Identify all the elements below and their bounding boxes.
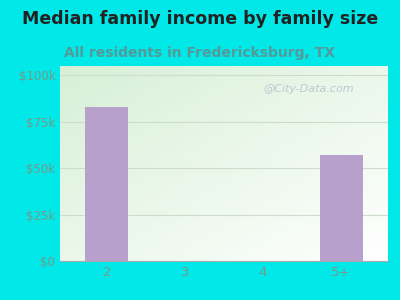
Bar — [85, 107, 128, 261]
Text: @City-Data.com: @City-Data.com — [263, 84, 354, 94]
Bar — [320, 155, 363, 261]
Text: All residents in Fredericksburg, TX: All residents in Fredericksburg, TX — [64, 46, 336, 61]
Text: Median family income by family size: Median family income by family size — [22, 11, 378, 28]
